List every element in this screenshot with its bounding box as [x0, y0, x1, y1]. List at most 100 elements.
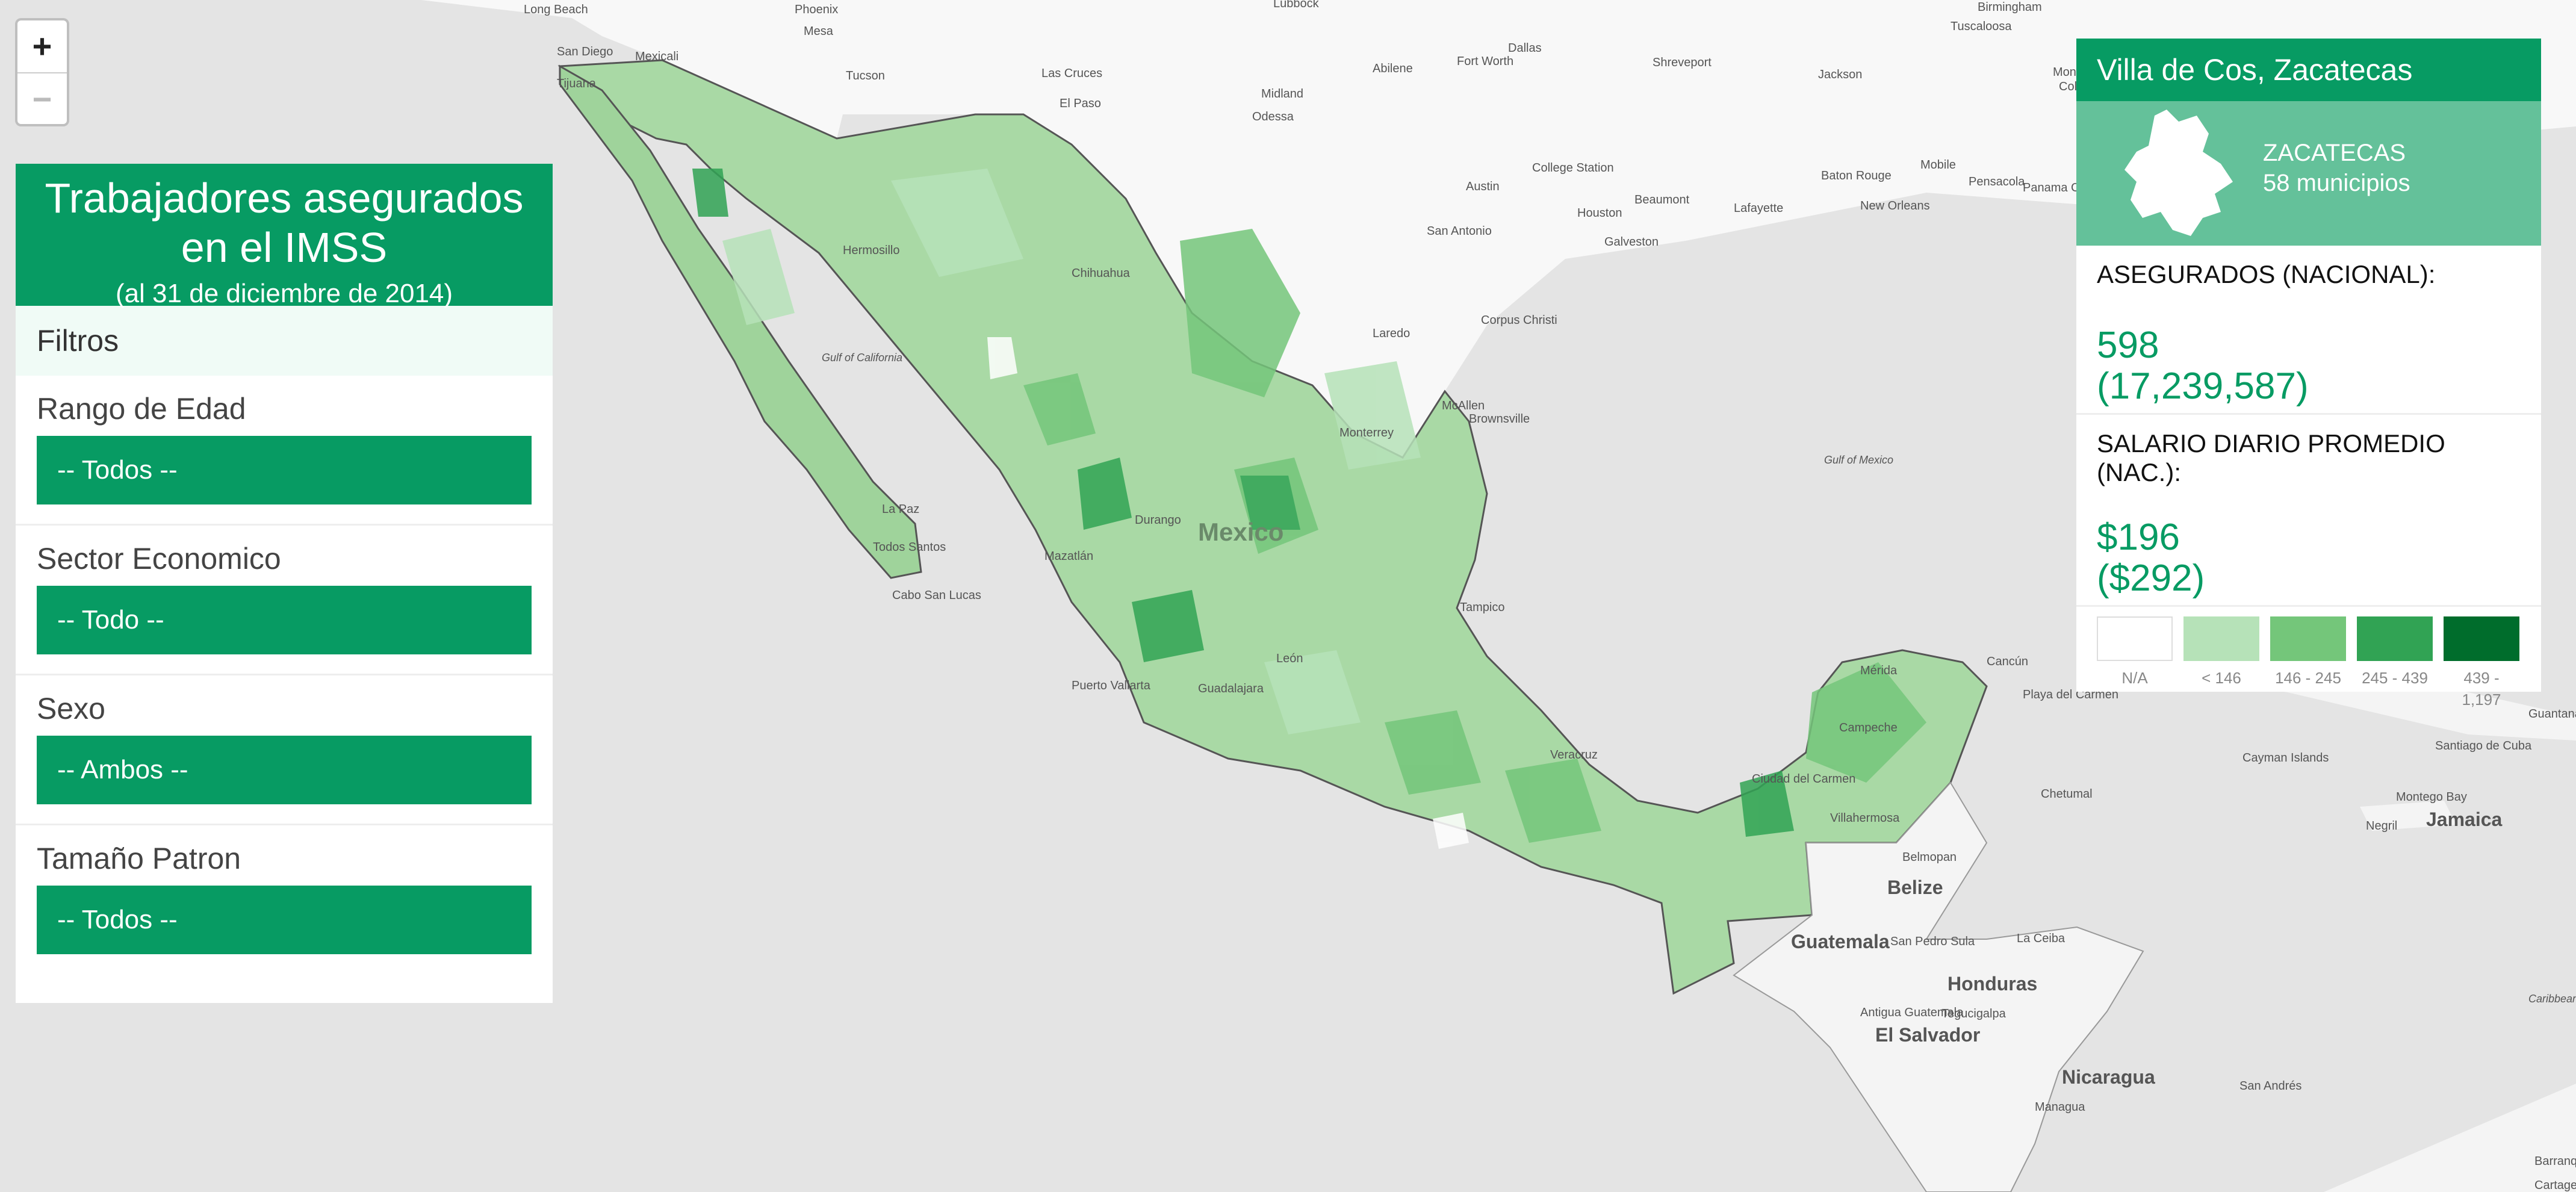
place-label: Mazatlán	[1044, 550, 1093, 563]
place-label: Lafayette	[1734, 202, 1783, 215]
filter-sex: Sexo -- Ambos --	[16, 675, 553, 825]
place-label: Hermosillo	[843, 244, 899, 257]
place-label: Fort Worth	[1457, 55, 1513, 68]
age-range-select[interactable]: -- Todos --	[37, 436, 532, 504]
place-label: College Station	[1532, 161, 1614, 175]
legend-label: N/A	[2121, 669, 2148, 687]
filter-label: Sector Economico	[37, 542, 281, 576]
place-label: Gulf of Mexico	[1824, 454, 1893, 466]
country-label: Mexico	[1198, 518, 1283, 546]
place-label: El Salvador	[1875, 1024, 1980, 1046]
place-label: Houston	[1577, 206, 1622, 220]
place-label: Puerto Vallarta	[1072, 679, 1151, 692]
place-label: Monterrey	[1339, 426, 1394, 439]
salary-stat: SALARIO DIARIO PROMEDIO (NAC.): $196 ($2…	[2076, 415, 2541, 607]
filter-economic-sector: Sector Economico -- Todo --	[16, 526, 553, 675]
state-map-icon	[2124, 110, 2233, 236]
state-box: ZACATECAS 58 municipios	[2076, 101, 2541, 246]
panel-title-box: Trabajadores asegurados en el IMSS (al 3…	[16, 164, 553, 308]
legend-swatch	[2270, 616, 2346, 661]
sex-select[interactable]: -- Ambos --	[37, 736, 532, 804]
place-label: San Andrés	[2239, 1079, 2301, 1093]
place-label: Shreveport	[1653, 56, 1712, 69]
insured-national: (17,239,587)	[2097, 365, 2309, 407]
place-label: Tuscaloosa	[1951, 20, 2012, 33]
place-label: Las Cruces	[1041, 67, 1102, 80]
filter-label: Rango de Edad	[37, 392, 246, 426]
place-label: Brownsville	[1469, 412, 1530, 426]
place-label: Chetumal	[2041, 787, 2093, 801]
insured-label: ASEGURADOS (NACIONAL):	[2097, 260, 2436, 288]
legend-swatch	[2357, 616, 2433, 661]
place-label: Guatemala	[1791, 931, 1890, 952]
place-label: Mesa	[804, 25, 834, 38]
central-america	[1733, 781, 2144, 1192]
salary-national: ($292)	[2097, 557, 2205, 599]
state-name: ZACATECAS	[2263, 140, 2406, 166]
legend-item: 146 - 245	[2270, 616, 2346, 710]
place-label: Villahermosa	[1830, 812, 1900, 825]
place-label: Cayman Islands	[2242, 751, 2329, 765]
place-label: San Antonio	[1427, 225, 1492, 238]
legend-swatch	[2097, 616, 2173, 661]
legend-label: 146 - 245	[2275, 669, 2341, 687]
place-label: Tegucigalpa	[1941, 1007, 2006, 1020]
place-label: Cancún	[1987, 655, 2028, 668]
place-label: Mérida	[1860, 664, 1898, 677]
place-label: La Paz	[882, 503, 919, 516]
filter-age-range: Rango de Edad -- Todos --	[16, 376, 553, 526]
legend-label: < 146	[2202, 669, 2241, 687]
insured-stat: ASEGURADOS (NACIONAL): 598 (17,239,587)	[2076, 246, 2541, 415]
place-label: Jamaica	[2426, 809, 2503, 830]
legend: N/A < 146 146 - 245 245 - 439 439 - 1,197	[2076, 607, 2541, 710]
legend-item: 245 - 439	[2357, 616, 2433, 710]
place-label: Antigua Guatemala	[1860, 1006, 1964, 1019]
employer-size-select[interactable]: -- Todos --	[37, 886, 532, 954]
place-label: Nicaragua	[2062, 1066, 2155, 1088]
zoom-in-button[interactable]: +	[32, 27, 52, 65]
place-label: Cabo San Lucas	[892, 589, 981, 602]
place-label: Mobile	[1920, 158, 1956, 172]
legend-label: 245 - 439	[2362, 669, 2428, 687]
place-label: Abilene	[1373, 62, 1413, 75]
place-label: Negril	[2366, 819, 2397, 833]
legend-item: 439 - 1,197	[2444, 616, 2519, 710]
place-label: Corpus Christi	[1481, 314, 1557, 327]
place-label: Beaumont	[1634, 193, 1690, 206]
place-label: La Ceiba	[2017, 932, 2065, 945]
panel-subtitle: (al 31 de diciembre de 2014)	[115, 279, 453, 308]
salary-value: $196 ($292)	[2097, 517, 2521, 599]
economic-sector-select[interactable]: -- Todo --	[37, 586, 532, 654]
legend-item: < 146	[2183, 616, 2259, 710]
filter-label: Tamaño Patron	[37, 842, 241, 875]
filters-header: Filtros	[16, 306, 553, 376]
place-label: Baton Rouge	[1821, 169, 1892, 182]
zoom-out-button[interactable]: −	[17, 72, 67, 125]
place-label: Tucson	[846, 69, 885, 82]
jamaica	[2360, 801, 2456, 831]
panel-title: Trabajadores asegurados en el IMSS	[45, 175, 524, 271]
place-label: Laredo	[1373, 327, 1410, 340]
legend-swatch	[2444, 616, 2519, 661]
place-label: Montego Bay	[2396, 790, 2467, 804]
insured-local: 598	[2097, 324, 2159, 366]
selected-place-title: Villa de Cos, Zacatecas	[2076, 39, 2541, 101]
filter-employer-size: Tamaño Patron -- Todos --	[16, 825, 553, 973]
info-panel: Villa de Cos, Zacatecas ZACATECAS 58 mun…	[2076, 39, 2541, 709]
place-label: Honduras	[1948, 973, 2037, 995]
place-label: Lubbock	[1273, 0, 1320, 10]
place-label: McAllen	[1442, 399, 1485, 412]
salary-label: SALARIO DIARIO PROMEDIO (NAC.):	[2097, 429, 2445, 486]
place-label: Barranquilla	[2534, 1155, 2576, 1168]
place-label: Long Beach	[524, 3, 588, 16]
place-label: Managua	[2035, 1100, 2085, 1114]
place-label: Odessa	[1252, 110, 1294, 123]
place-label: Guadalajara	[1198, 682, 1264, 695]
place-label: Cartagena	[2534, 1179, 2576, 1192]
zoom-control: + −	[15, 18, 69, 126]
place-label: Belmopan	[1902, 851, 1957, 864]
legend-swatch	[2183, 616, 2259, 661]
place-label: Pensacola	[1969, 175, 2025, 188]
place-labels: Long Beach San Diego Mexicali Tijuana Phoeni…	[524, 0, 2576, 1192]
